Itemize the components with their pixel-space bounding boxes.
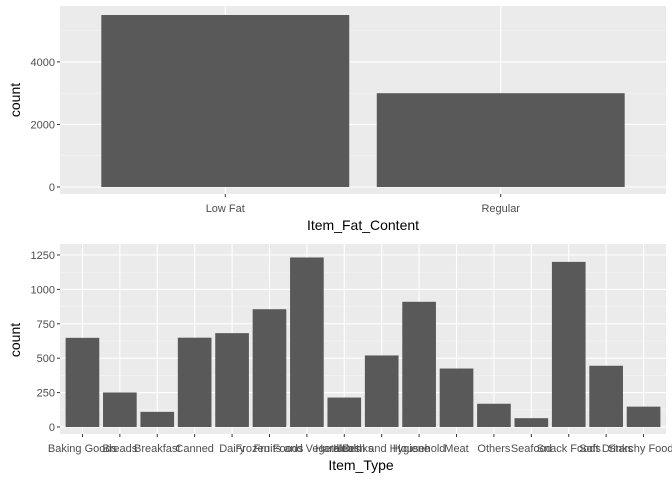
item-type-bar-health-and-hygiene xyxy=(364,355,399,427)
item-type-chart: 0 250 500 750 1000 1250 Baking GoodsBreadsBre… xyxy=(7,244,672,473)
item-type-bars xyxy=(65,257,661,427)
item-type-bar-meat xyxy=(439,368,474,427)
item-type-x-tick-label-soft-drinks: Soft Drinks xyxy=(579,443,633,455)
item-type-bar-breads xyxy=(103,392,137,427)
fat-content-y-axis: 0 2000 4000 xyxy=(31,57,60,194)
fat-content-bar-low-fat xyxy=(101,15,350,187)
item-type-bar-hard-drinks xyxy=(327,397,362,427)
item-type-bar-soft-drinks xyxy=(589,365,623,427)
item-type-bar-dairy xyxy=(215,333,249,427)
item-type-x-tick-label-breads: Breads xyxy=(102,443,137,455)
item-type-x-tick-label-others: Others xyxy=(477,443,511,455)
fat-content-x-axis-title: Item_Fat_Content xyxy=(307,217,419,233)
item-type-x-tick-label-snack-foods: Snack Foods xyxy=(537,443,602,455)
item-type-x-tick-label-health-and-hygiene: Health and Hygiene xyxy=(333,443,430,455)
item-type-y-tick-label: 500 xyxy=(37,353,55,365)
item-type-x-tick-label-household: Household xyxy=(393,443,446,455)
fat-content-y-axis-title: count xyxy=(7,83,23,117)
fat-content-chart: 0 2000 4000 Low Fat Regular Item_Fat_Conten… xyxy=(7,6,666,233)
item-type-x-tick-label-dairy: Dairy xyxy=(219,443,245,455)
item-type-x-tick-label-hard-drinks: Hard Drinks xyxy=(315,443,374,455)
fat-content-x-axis: Low Fat Regular xyxy=(206,194,520,215)
item-type-y-tick-label: 750 xyxy=(37,319,55,331)
item-type-x-tick-label-breakfast: Breakfast xyxy=(134,443,180,455)
item-type-bar-breakfast xyxy=(140,411,175,427)
fat-content-bars xyxy=(101,15,625,187)
fat-content-x-tick-label-regular: Regular xyxy=(481,203,520,215)
item-type-bar-household xyxy=(402,301,436,427)
item-type-bar-baking-goods xyxy=(65,337,100,427)
item-type-y-tick-label: 1250 xyxy=(31,250,55,262)
item-type-bar-starchy-foods xyxy=(626,406,661,427)
item-type-bar-fruits-and-vegetables xyxy=(290,257,324,427)
item-type-y-axis: 0 250 500 750 1000 1250 xyxy=(31,250,60,434)
item-type-x-tick-label-canned: Canned xyxy=(175,443,214,455)
item-type-x-tick-label-frozen-foods: Frozen Foods xyxy=(236,443,304,455)
fat-content-y-tick-label: 2000 xyxy=(31,119,55,131)
item-type-x-tick-label-fruits-and-vegetables: Fruits and Vegetables xyxy=(254,443,361,455)
item-type-x-tick-label-baking-goods: Baking Goods xyxy=(48,443,118,455)
item-type-bar-others xyxy=(477,403,511,427)
item-type-x-tick-label-seafood: Seafood xyxy=(511,443,552,455)
item-type-x-tick-label-starchy-foods: Starchy Foods xyxy=(608,443,672,455)
item-type-bar-snack-foods xyxy=(551,261,586,427)
fat-content-y-tick-label: 0 xyxy=(49,182,55,194)
item-type-bar-canned xyxy=(177,337,212,427)
item-type-y-tick-label: 0 xyxy=(49,422,55,434)
item-type-y-tick-label: 250 xyxy=(37,388,55,400)
fat-content-bar-regular xyxy=(376,93,625,187)
item-type-x-tick-label-meat: Meat xyxy=(444,443,468,455)
fat-content-x-tick-label-low-fat: Low Fat xyxy=(206,203,245,215)
item-type-x-axis-title: Item_Type xyxy=(328,457,394,473)
item-type-y-tick-label: 1000 xyxy=(31,284,55,296)
fat-content-y-tick-label: 4000 xyxy=(31,57,55,69)
item-type-bar-seafood xyxy=(514,418,549,427)
item-type-bar-frozen-foods xyxy=(252,309,287,427)
item-type-y-axis-title: count xyxy=(7,323,23,357)
